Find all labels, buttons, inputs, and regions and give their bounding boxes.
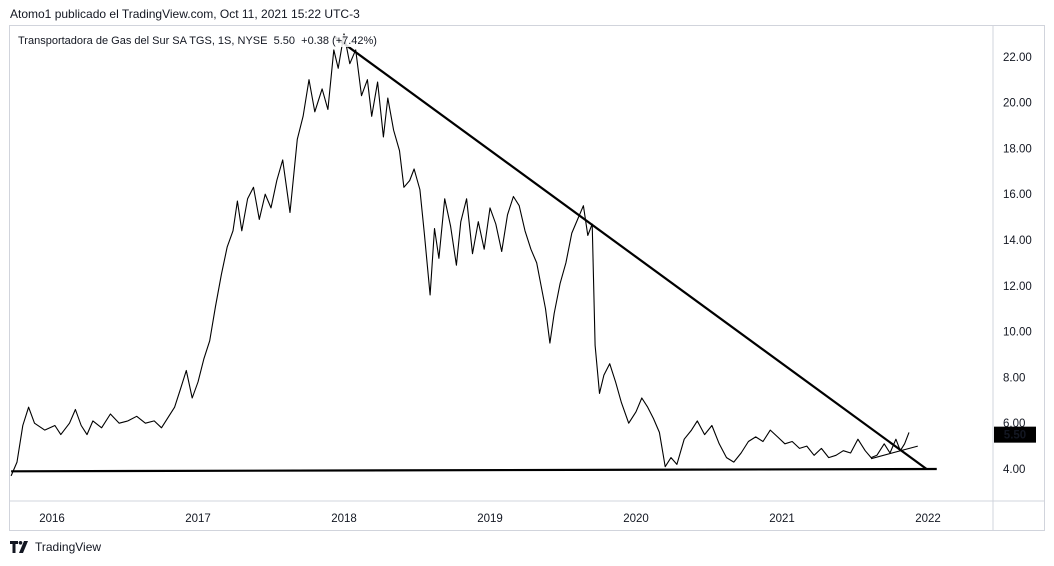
last-price-badge-label: 5.50 [1004, 430, 1026, 442]
tradingview-footer[interactable]: TradingView [10, 540, 101, 554]
y-tick-label: 16.00 [1003, 189, 1032, 201]
price-change: +0.38 (+7.42%) [301, 35, 377, 47]
x-tick-label: 2019 [477, 513, 503, 525]
x-tick-label: 2022 [915, 513, 941, 525]
last-price: 5.50 [273, 35, 296, 47]
chart-frame[interactable] [9, 25, 1045, 531]
x-tick-label: 2017 [185, 513, 211, 525]
y-tick-label: 8.00 [1003, 372, 1025, 384]
x-tick-label: 2018 [331, 513, 357, 525]
trendline [333, 35, 928, 470]
y-tick-label: 18.00 [1003, 143, 1032, 155]
publication-attribution: Atomo1 publicado el TradingView.com, Oct… [10, 7, 360, 21]
x-tick-label: 2016 [39, 513, 65, 525]
x-tick-label: 2021 [769, 513, 795, 525]
price-series-line [10, 33, 910, 477]
tradingview-logo-icon [10, 541, 30, 553]
symbol-name: Transportadora de Gas del Sur SA TGS, 1S… [18, 35, 268, 47]
tradingview-brand: TradingView [35, 540, 102, 554]
y-tick-label: 14.00 [1003, 235, 1032, 247]
last-price-badge: 5.50 [994, 426, 1036, 443]
price-axis: 4.006.008.0010.0012.0014.0016.0018.0020.… [992, 26, 1032, 530]
y-tick-label: 4.00 [1003, 464, 1025, 476]
time-axis: 2016 2017 2018 2019 2020 2021 2022 [9, 500, 1045, 525]
y-tick-label: 22.00 [1003, 52, 1032, 64]
symbol-legend[interactable]: Transportadora de Gas del Sur SA TGS, 1S… [18, 35, 377, 47]
y-tick-label: 10.00 [1003, 327, 1032, 339]
y-tick-label: 20.00 [1003, 98, 1032, 110]
trendline [11, 467, 937, 473]
trendline-layer [11, 35, 937, 473]
y-tick-label: 12.00 [1003, 281, 1032, 293]
last-price-badge-bg [994, 426, 1036, 443]
x-tick-label: 2020 [623, 513, 649, 525]
price-series-layer [10, 33, 910, 477]
trendline [870, 445, 918, 460]
